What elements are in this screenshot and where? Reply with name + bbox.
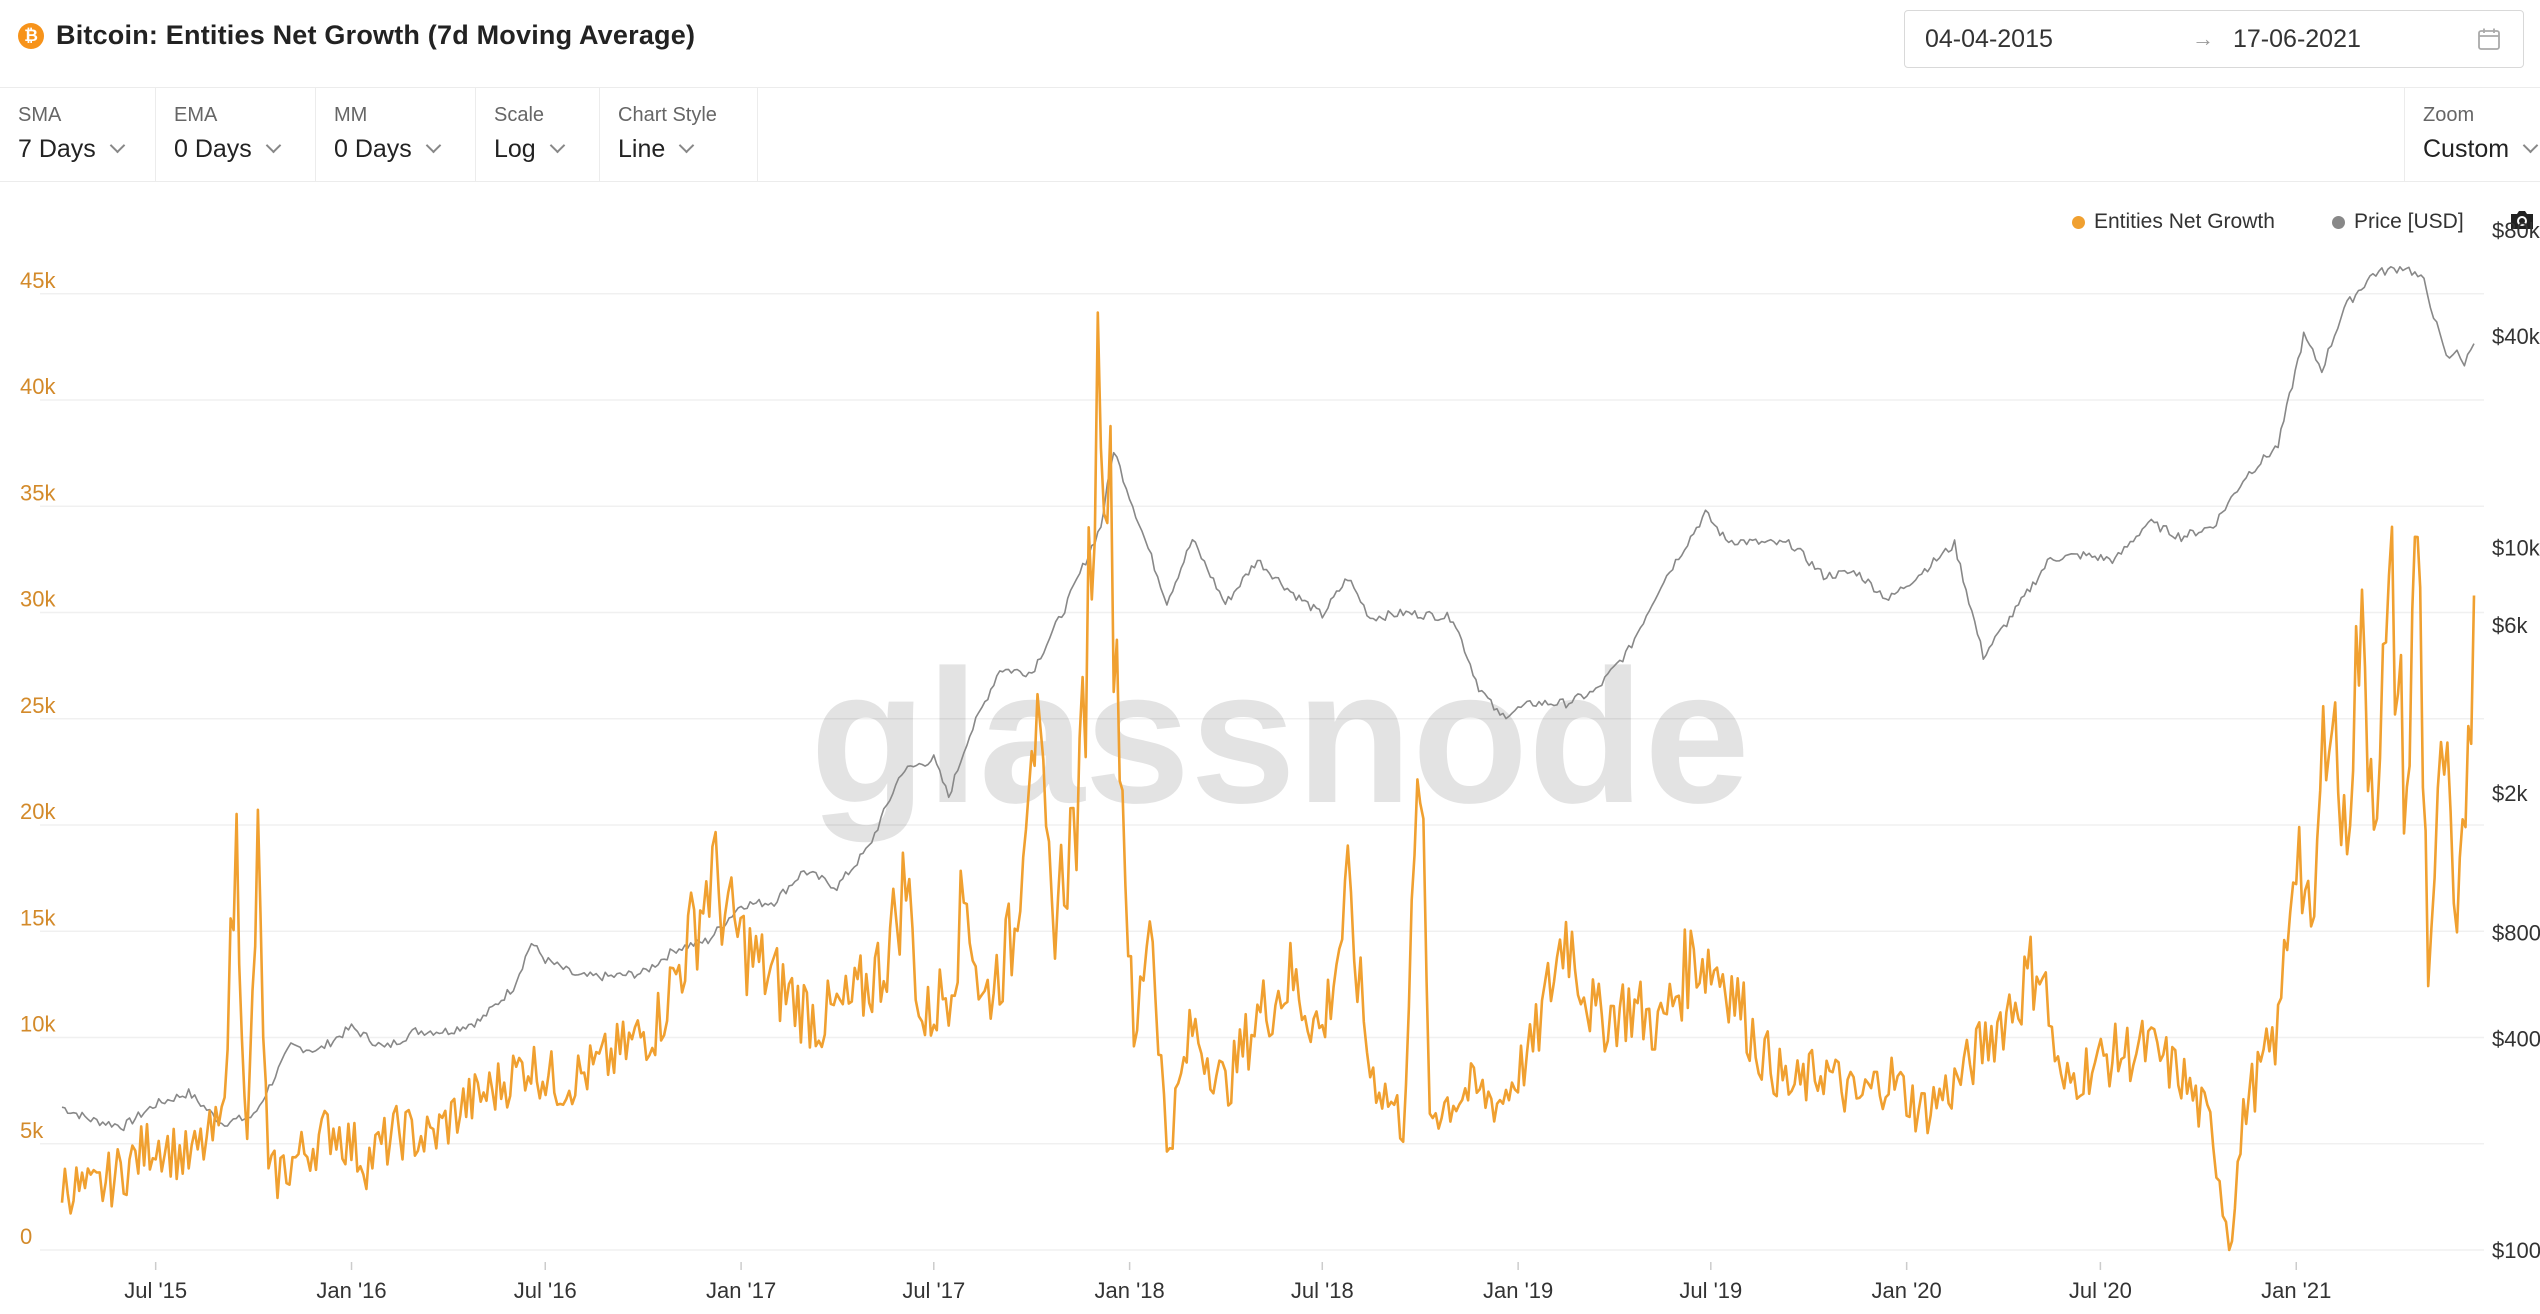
chevron-down-icon: [265, 137, 282, 154]
x-tick-label: Jan '17: [706, 1278, 776, 1303]
watermark: glassnode: [810, 631, 1750, 843]
x-tick-label: Jul '15: [124, 1278, 187, 1303]
y-left-tick-label: 10k: [20, 1012, 56, 1037]
mm-select[interactable]: MM 0 Days: [316, 88, 476, 182]
legend-label: Entities Net Growth: [2094, 210, 2275, 233]
series-line: [61, 266, 2475, 1132]
legend-dot: [2332, 215, 2345, 229]
chart-style-select[interactable]: Chart Style Line: [600, 88, 758, 182]
zoom-select[interactable]: Zoom Custom: [2404, 88, 2540, 182]
y-left-tick-label: 45k: [20, 268, 56, 293]
y-left-tick-label: 5k: [20, 1118, 44, 1143]
y-left-tick-label: 20k: [20, 799, 56, 824]
y-axis-right: $100 $400 $800 $2k $6k $10k $40k $80k: [2492, 218, 2540, 1263]
zoom-value: Custom: [2423, 135, 2510, 163]
ema-label: EMA: [174, 104, 218, 126]
chevron-down-icon: [2522, 137, 2539, 154]
y-right-tick-label: $800: [2492, 921, 2540, 946]
x-tick-label: Jan '19: [1483, 1278, 1553, 1303]
chevron-down-icon: [425, 137, 442, 154]
ema-select[interactable]: EMA 0 Days: [156, 88, 316, 182]
title-wrap: ₿ Bitcoin: Entities Net Growth (7d Movin…: [18, 20, 695, 51]
scale-value: Log: [494, 135, 536, 163]
header-bar: ₿ Bitcoin: Entities Net Growth (7d Movin…: [0, 0, 2540, 88]
series-line: [60, 311, 2476, 1252]
chevron-down-icon: [109, 137, 126, 154]
legend-item-price[interactable]: Price [USD]: [2332, 210, 2464, 234]
legend-item-entities-net-growth[interactable]: Entities Net Growth: [2072, 210, 2275, 234]
sma-value: 7 Days: [18, 135, 96, 163]
x-tick-label: Jul '16: [514, 1278, 577, 1303]
y-right-tick-label: $40k: [2492, 324, 2540, 349]
x-tick-label: Jan '16: [316, 1278, 386, 1303]
ema-value: 0 Days: [174, 135, 252, 163]
y-right-tick-label: $100: [2492, 1238, 2540, 1263]
legend-dot: [2072, 215, 2085, 229]
date-to-field[interactable]: 17-06-2021: [2233, 24, 2361, 53]
chart-style-value-wrap: Line: [618, 135, 695, 164]
x-tick-label: Jul '18: [1291, 1278, 1354, 1303]
camera-icon[interactable]: [2508, 208, 2536, 232]
y-axis-left: 0 5k 10k 15k 20k 25k 30k 35k 40k 45k: [20, 268, 56, 1249]
sma-label: SMA: [18, 104, 62, 126]
x-tick-label: Jan '18: [1094, 1278, 1164, 1303]
chevron-down-icon: [678, 137, 695, 154]
bitcoin-icon: ₿: [18, 22, 44, 49]
zoom-value-wrap: Custom: [2423, 135, 2539, 164]
y-right-tick-label: $400: [2492, 1026, 2540, 1051]
x-axis: Jul '15 Jan '16 Jul '16 Jan '17 Jul '17 Jan '…: [124, 1262, 2331, 1303]
chart-style-label: Chart Style: [618, 104, 717, 126]
arrow-right-icon: →: [2192, 26, 2214, 51]
y-right-tick-label: $10k: [2492, 535, 2540, 560]
date-range-picker[interactable]: 04-04-2015 → 17-06-2021: [1904, 10, 2524, 68]
chart-area: glassnode 0 5k 10k 15k 20k 25k 30k 35k 40k 45k $1…: [20, 218, 2540, 1303]
y-right-tick-label: $80k: [2492, 218, 2540, 243]
mm-label: MM: [334, 104, 368, 126]
y-left-tick-label: 0: [20, 1224, 32, 1249]
x-tick-label: Jul '17: [902, 1278, 965, 1303]
x-tick-label: Jan '20: [1872, 1278, 1942, 1303]
scale-select[interactable]: Scale Log: [476, 88, 600, 182]
grid: [40, 293, 2484, 1251]
y-left-tick-label: 25k: [20, 693, 56, 718]
chart-style-value: Line: [618, 135, 666, 163]
scale-value-wrap: Log: [494, 135, 565, 164]
date-from-field[interactable]: 04-04-2015: [1925, 24, 2053, 53]
y-left-tick-label: 40k: [20, 374, 56, 399]
price-series: [61, 266, 2475, 1132]
calendar-icon[interactable]: [2477, 27, 2501, 51]
sma-value-wrap: 7 Days: [18, 135, 126, 164]
ema-value-wrap: 0 Days: [174, 135, 282, 164]
y-left-tick-label: 35k: [20, 480, 56, 505]
mm-value-wrap: 0 Days: [334, 135, 442, 164]
sma-select[interactable]: SMA 7 Days: [0, 88, 156, 182]
y-right-tick-label: $6k: [2492, 613, 2528, 638]
zoom-label: Zoom: [2423, 104, 2475, 126]
x-tick-label: Jul '20: [2069, 1278, 2132, 1303]
mm-value: 0 Days: [334, 135, 412, 163]
entities-net-growth-series: [60, 311, 2476, 1252]
y-left-tick-label: 15k: [20, 905, 56, 930]
chevron-down-icon: [549, 137, 565, 154]
legend-label: Price [USD]: [2354, 210, 2464, 233]
y-left-tick-label: 30k: [20, 587, 56, 612]
chart-controls: SMA 7 Days EMA 0 Days MM 0 Days Scale Lo…: [0, 88, 2540, 182]
page-title: Bitcoin: Entities Net Growth (7d Moving …: [56, 20, 696, 50]
y-right-tick-label: $2k: [2492, 781, 2528, 806]
x-tick-label: Jan '21: [2261, 1278, 2331, 1303]
x-tick-label: Jul '19: [1679, 1278, 1742, 1303]
scale-label: Scale: [494, 104, 545, 126]
